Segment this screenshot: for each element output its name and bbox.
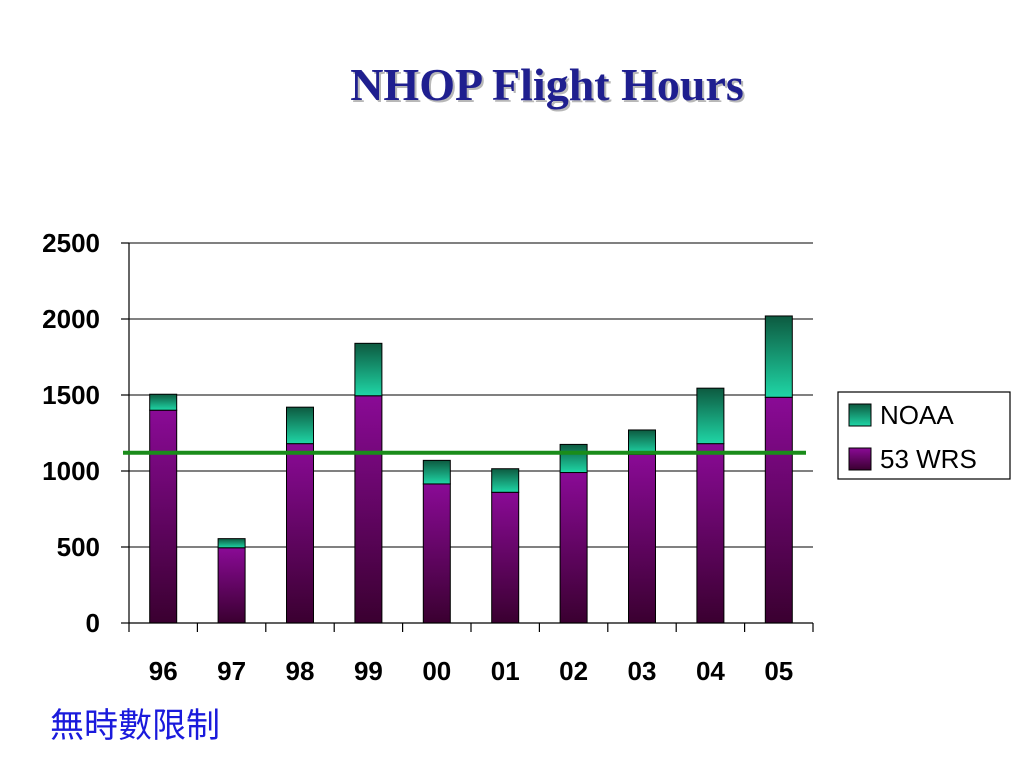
legend-swatch-noaa [848, 403, 872, 427]
x-tick-label: 97 [217, 656, 246, 686]
x-tick-label: 00 [422, 656, 451, 686]
bars [149, 315, 793, 624]
bar-noaa-04 [696, 387, 725, 445]
bar-noaa-99 [354, 342, 383, 397]
legend-label-53-wrs: 53 WRS [880, 444, 977, 474]
axes [121, 242, 814, 632]
bar-noaa-05 [764, 315, 793, 398]
bar-53-wrs-04 [696, 443, 725, 624]
legend-label-noaa: NOAA [880, 400, 954, 430]
bar-53-wrs-05 [764, 396, 793, 624]
x-tick-label: 05 [764, 656, 793, 686]
bar-53-wrs-97 [217, 547, 246, 624]
y-tick-label: 2500 [42, 228, 100, 258]
bar-noaa-97 [217, 538, 246, 549]
bar-noaa-98 [286, 406, 314, 445]
x-tick-label: 01 [491, 656, 520, 686]
y-tick-label: 1000 [42, 456, 100, 486]
x-tick-label: 04 [696, 656, 725, 686]
x-tick-label: 03 [628, 656, 657, 686]
bar-noaa-00 [422, 459, 451, 485]
bar-noaa-02 [559, 443, 588, 474]
legend-swatch-53-wrs [848, 447, 872, 471]
chart-title: NHOP Flight Hours [350, 59, 744, 110]
y-tick-label: 500 [57, 532, 100, 562]
legend: NOAA 53 WRS [837, 391, 1011, 480]
bar-53-wrs-02 [559, 472, 588, 624]
footnote: 無時數限制 [50, 706, 220, 746]
bar-noaa-01 [491, 468, 520, 493]
bar-53-wrs-01 [491, 491, 520, 624]
bar-53-wrs-99 [354, 395, 383, 624]
x-tick-label: 96 [149, 656, 178, 686]
tick-labels: 0 500 1000 1500 2000 2500 96 97 98 99 00 01 02 03 04 05 [42, 228, 793, 686]
bar-53-wrs-00 [422, 483, 451, 624]
bar-53-wrs-96 [149, 409, 178, 624]
y-tick-label: 0 [86, 608, 100, 638]
bar-noaa-96 [149, 393, 178, 411]
y-tick-label: 1500 [42, 380, 100, 410]
x-tick-label: 98 [286, 656, 315, 686]
bar-53-wrs-98 [286, 443, 314, 624]
y-tick-label: 2000 [42, 304, 100, 334]
bar-noaa-03 [628, 429, 656, 455]
x-tick-label: 02 [559, 656, 588, 686]
x-tick-label: 99 [354, 656, 383, 686]
bar-53-wrs-03 [628, 453, 656, 624]
